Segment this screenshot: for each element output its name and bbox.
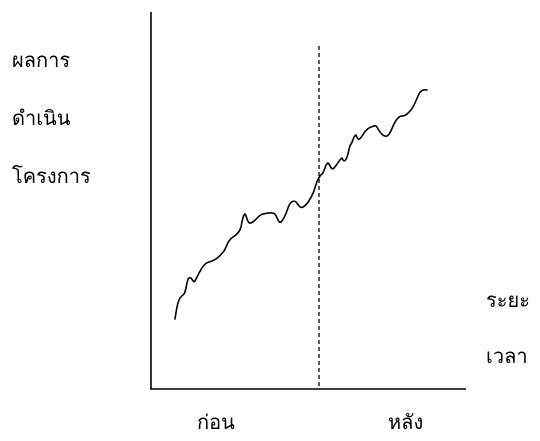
x-axis-label-line-1: ระยะ — [486, 288, 530, 312]
period-label-after: หลัง — [388, 410, 424, 434]
y-axis-label-line-1: ผลการ — [12, 48, 71, 72]
y-axis-label-line-2: ดำเนิน — [12, 106, 71, 130]
period-label-before: ก่อน — [197, 410, 235, 434]
performance-trend-line — [174, 88, 428, 320]
x-axis-label-line-2: เวลา — [486, 344, 528, 368]
y-axis-label-line-3: โครงการ — [12, 164, 91, 188]
